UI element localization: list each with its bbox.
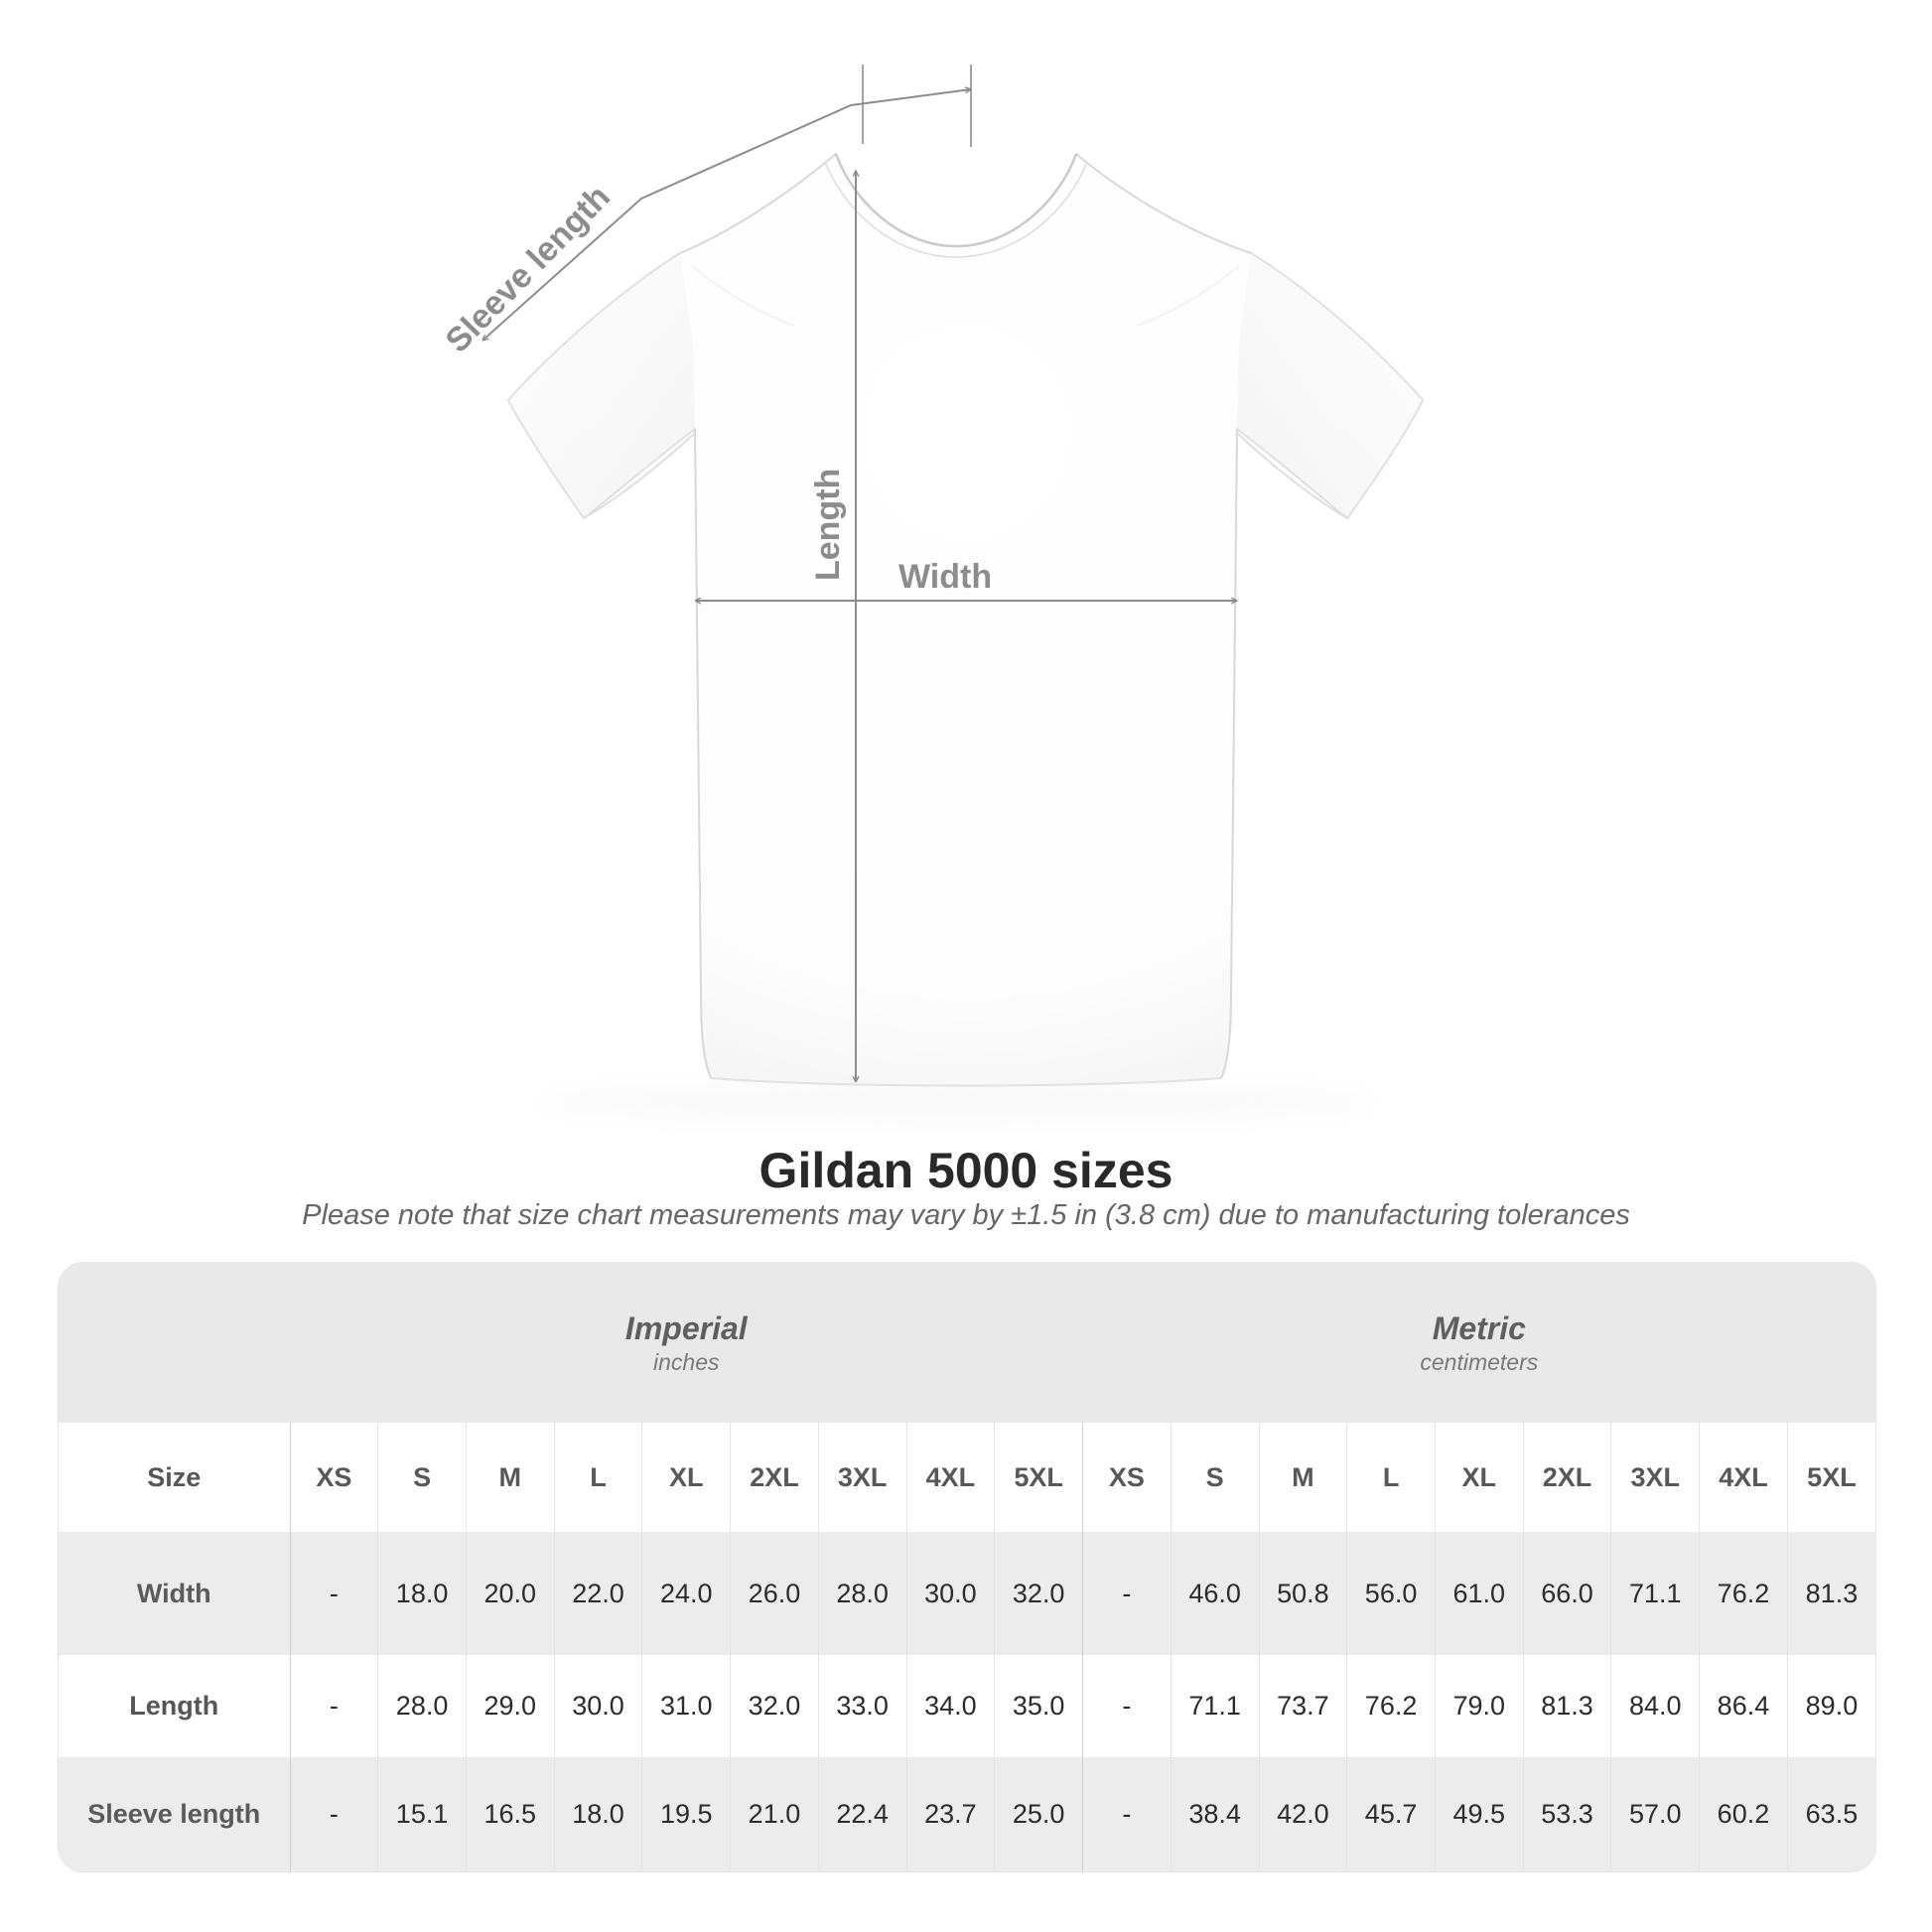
svg-text:Width: Width	[898, 558, 992, 596]
svg-text:Length: Length	[809, 469, 847, 581]
